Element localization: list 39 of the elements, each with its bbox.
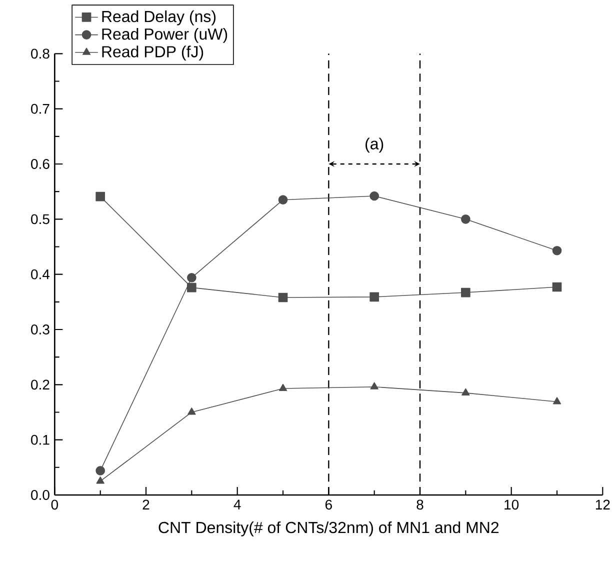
- y-tick-label: 0.5: [31, 214, 50, 224]
- x-tick-label: 0: [51, 500, 58, 510]
- point: [461, 288, 470, 298]
- point: [552, 282, 562, 292]
- point: [552, 246, 562, 256]
- point: [187, 282, 196, 292]
- point: [188, 408, 196, 415]
- legend-label: Read Delay (ns): [102, 10, 216, 26]
- legend-label: Read Power (uW): [102, 28, 228, 43]
- point: [370, 191, 379, 201]
- y-tick-label: 0.4: [31, 269, 50, 280]
- x-tick-label: 10: [504, 500, 519, 510]
- x-tick-label: 8: [416, 500, 424, 510]
- x-tick-label: 12: [596, 500, 610, 510]
- y-tick-label: 0.8: [31, 48, 50, 59]
- y-tick-label: 0.6: [31, 159, 50, 169]
- point: [278, 384, 288, 392]
- x-tick-label: 2: [142, 500, 150, 510]
- point: [96, 192, 106, 202]
- y-tick-label: 0.3: [31, 324, 50, 334]
- point: [278, 292, 288, 302]
- point: [96, 476, 104, 484]
- x-axis-title: CNT Density(# of CNTs/32nm) of MN1 and MN2: [158, 521, 499, 536]
- y-tick-label: 0.0: [31, 490, 50, 500]
- point: [462, 388, 470, 396]
- x-tick-label: 4: [234, 500, 241, 510]
- point: [461, 214, 470, 224]
- y-tick-label: 0.2: [31, 380, 50, 390]
- annotation: (a): [366, 138, 384, 153]
- y-tick-label: 0.1: [31, 434, 50, 445]
- point: [370, 292, 379, 302]
- point: [552, 397, 562, 404]
- point: [96, 466, 106, 476]
- point: [278, 195, 288, 205]
- y-tick-label: 0.7: [31, 104, 50, 114]
- point: [370, 382, 378, 390]
- legend-label: Read PDP (fJ): [102, 46, 204, 60]
- x-tick-label: 6: [325, 500, 332, 510]
- point: [187, 272, 196, 282]
